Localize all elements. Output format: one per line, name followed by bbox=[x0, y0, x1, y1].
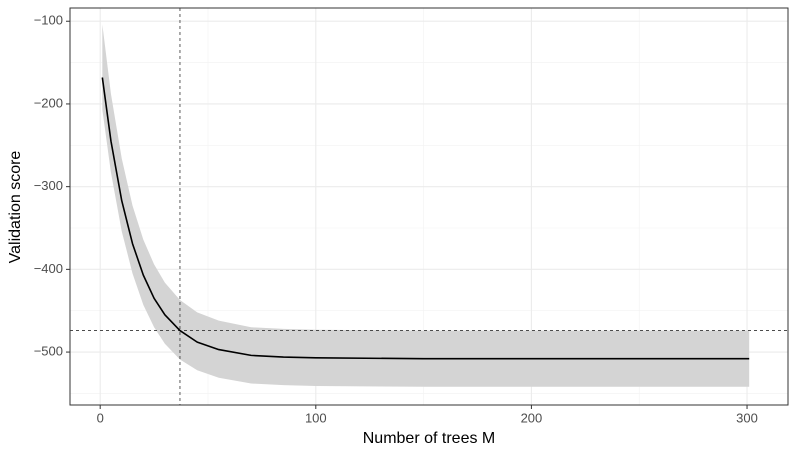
y-tick-label: −400 bbox=[34, 261, 63, 276]
x-axis-title: Number of trees M bbox=[363, 430, 495, 447]
x-tick-label: 300 bbox=[736, 410, 758, 425]
confidence-band bbox=[102, 24, 750, 387]
y-tick-label: −500 bbox=[34, 344, 63, 359]
y-tick-label: −200 bbox=[34, 95, 63, 110]
x-tick-label: 200 bbox=[521, 410, 543, 425]
x-tick-label: 100 bbox=[305, 410, 327, 425]
mean-line bbox=[101, 77, 750, 360]
y-axis-title: Validation score bbox=[7, 151, 24, 264]
panel-border bbox=[69, 7, 789, 406]
y-tick-label: −300 bbox=[34, 178, 63, 193]
x-tick-label: 0 bbox=[97, 410, 104, 425]
y-tick-label: −100 bbox=[34, 13, 63, 28]
